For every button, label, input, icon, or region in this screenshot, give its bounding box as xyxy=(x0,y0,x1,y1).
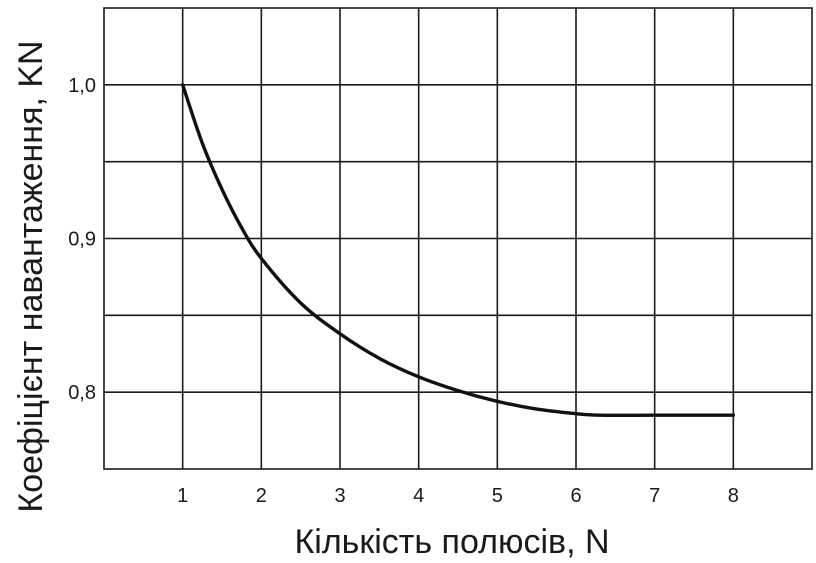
x-tick-label: 1 xyxy=(177,485,188,507)
x-tick-labels: 1 2 3 4 5 6 7 8 xyxy=(177,485,739,507)
plot-frame xyxy=(103,7,813,470)
x-tick-label: 8 xyxy=(728,485,739,507)
y-axis-title: Коефіцієнт навантаження, KN xyxy=(12,40,50,512)
x-tick-label: 5 xyxy=(492,485,503,507)
y-tick-label: 0,8 xyxy=(68,382,96,404)
series-line xyxy=(180,83,736,418)
y-tick-label: 0,9 xyxy=(68,229,96,251)
y-tick-label: 1,0 xyxy=(68,75,96,97)
x-tick-label: 4 xyxy=(413,485,424,507)
x-tick-label: 7 xyxy=(649,485,660,507)
x-axis-title: Кількість полюсів, N xyxy=(294,523,609,561)
grid xyxy=(104,8,812,469)
x-tick-label: 2 xyxy=(256,485,267,507)
x-tick-label: 6 xyxy=(570,485,581,507)
y-tick-labels: 0,8 0,9 1,0 xyxy=(68,75,96,404)
x-tick-label: 3 xyxy=(334,485,345,507)
